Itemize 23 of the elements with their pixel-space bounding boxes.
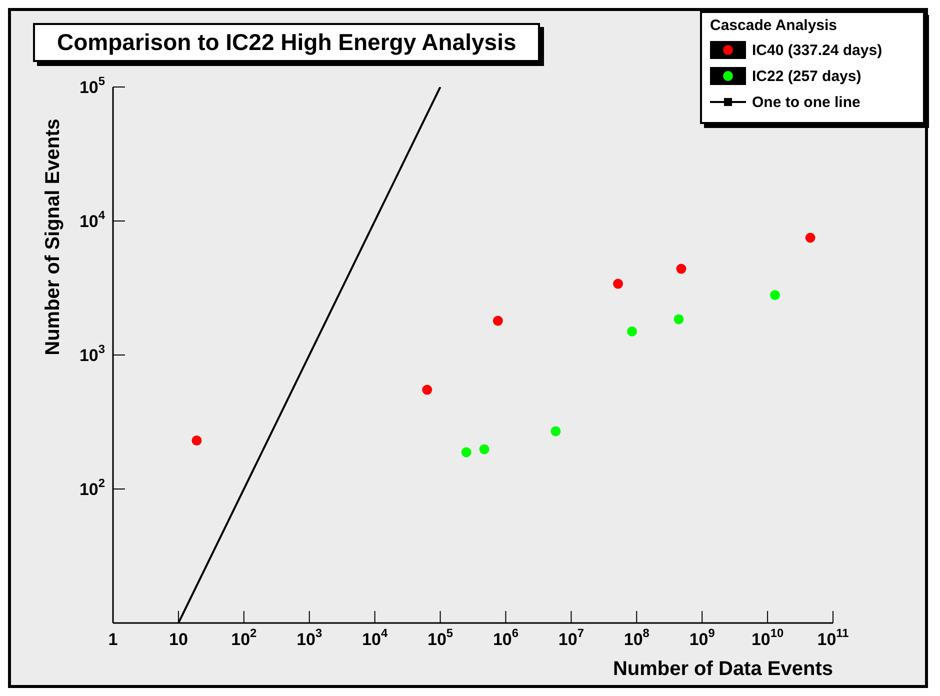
x-tick-label: 10$^{5}$: [428, 626, 454, 649]
x-tick-label: 10$^{6}$: [492, 626, 519, 649]
x-tick-label: 10$^{3}$: [296, 626, 323, 649]
legend-label: IC40 (337.24 days): [752, 42, 882, 58]
legend-label: One to one line: [752, 94, 860, 110]
x-tick-label: 10$^{11}$: [817, 626, 850, 649]
x-tick-label: 1: [108, 630, 118, 649]
x-tick-label: 10$^{10}$: [751, 626, 784, 649]
x-axis-title: Number of Data Events: [612, 658, 833, 680]
x-tick-label: 10$^{8}$: [624, 626, 650, 649]
chart-title: Comparison to IC22 High Energy Analysis: [33, 23, 540, 62]
legend-title: Cascade Analysis: [710, 17, 838, 34]
legend-label: IC22 (257 days): [752, 68, 862, 84]
x-tick-label: 10$^{9}$: [689, 626, 716, 649]
x-tick-label: 10$^{7}$: [558, 626, 584, 649]
y-tick-label: 10$^{3}$: [79, 342, 106, 365]
x-tick-label: 10$^{4}$: [362, 626, 388, 649]
y-tick-label: 10$^{4}$: [79, 208, 106, 231]
y-axis-title: Number of Signal Events: [42, 118, 64, 356]
x-tick-label: 10$^{2}$: [231, 626, 258, 649]
y-tick-label: 10$^{2}$: [79, 476, 106, 499]
y-tick-label: 10$^{5}$: [79, 74, 106, 97]
x-tick-label: 10: [168, 630, 188, 649]
